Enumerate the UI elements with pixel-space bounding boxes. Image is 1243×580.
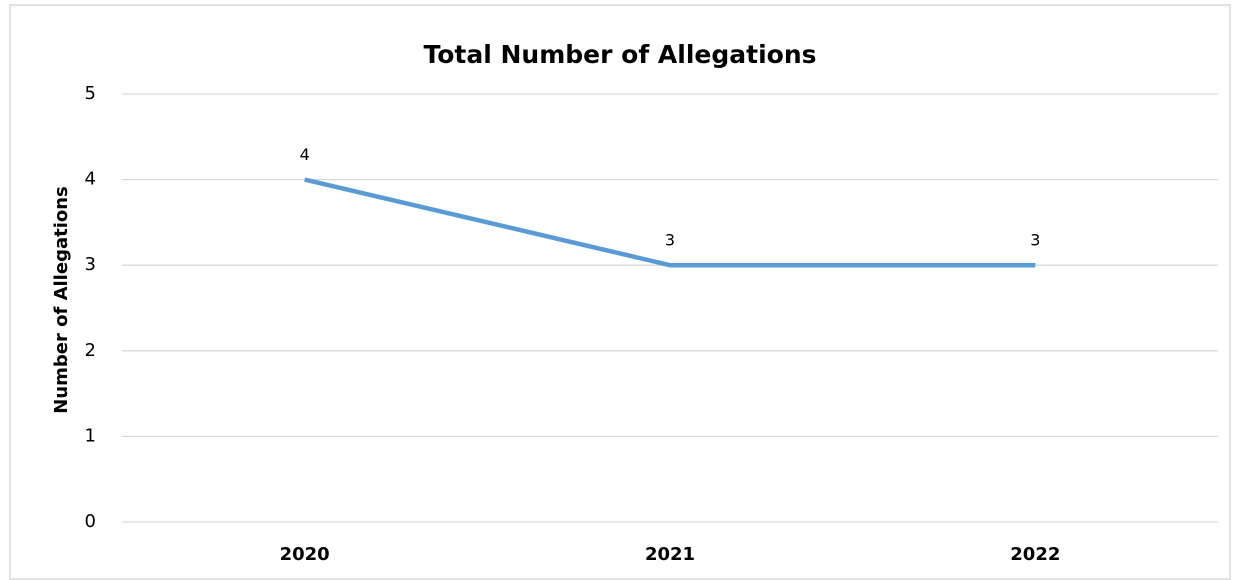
x-tick-label: 2020 <box>280 544 330 565</box>
x-tick-label: 2021 <box>645 544 695 565</box>
data-label: 4 <box>300 145 310 164</box>
y-tick-label: 5 <box>85 83 96 104</box>
y-tick-label: 1 <box>85 425 96 446</box>
y-tick-label: 4 <box>85 169 96 190</box>
chart-border <box>9 4 1231 580</box>
chart-title: Total Number of Allegations <box>424 40 817 69</box>
y-tick-label: 2 <box>85 340 96 361</box>
line <box>304 177 1036 268</box>
data-label: 3 <box>1030 231 1040 250</box>
y-axis-label: Number of Allegations <box>51 186 72 414</box>
y-tick-label: 0 <box>85 511 96 532</box>
y-tick-label: 3 <box>85 254 96 275</box>
data-label: 3 <box>665 231 675 250</box>
x-tick-label: 2022 <box>1010 544 1060 565</box>
